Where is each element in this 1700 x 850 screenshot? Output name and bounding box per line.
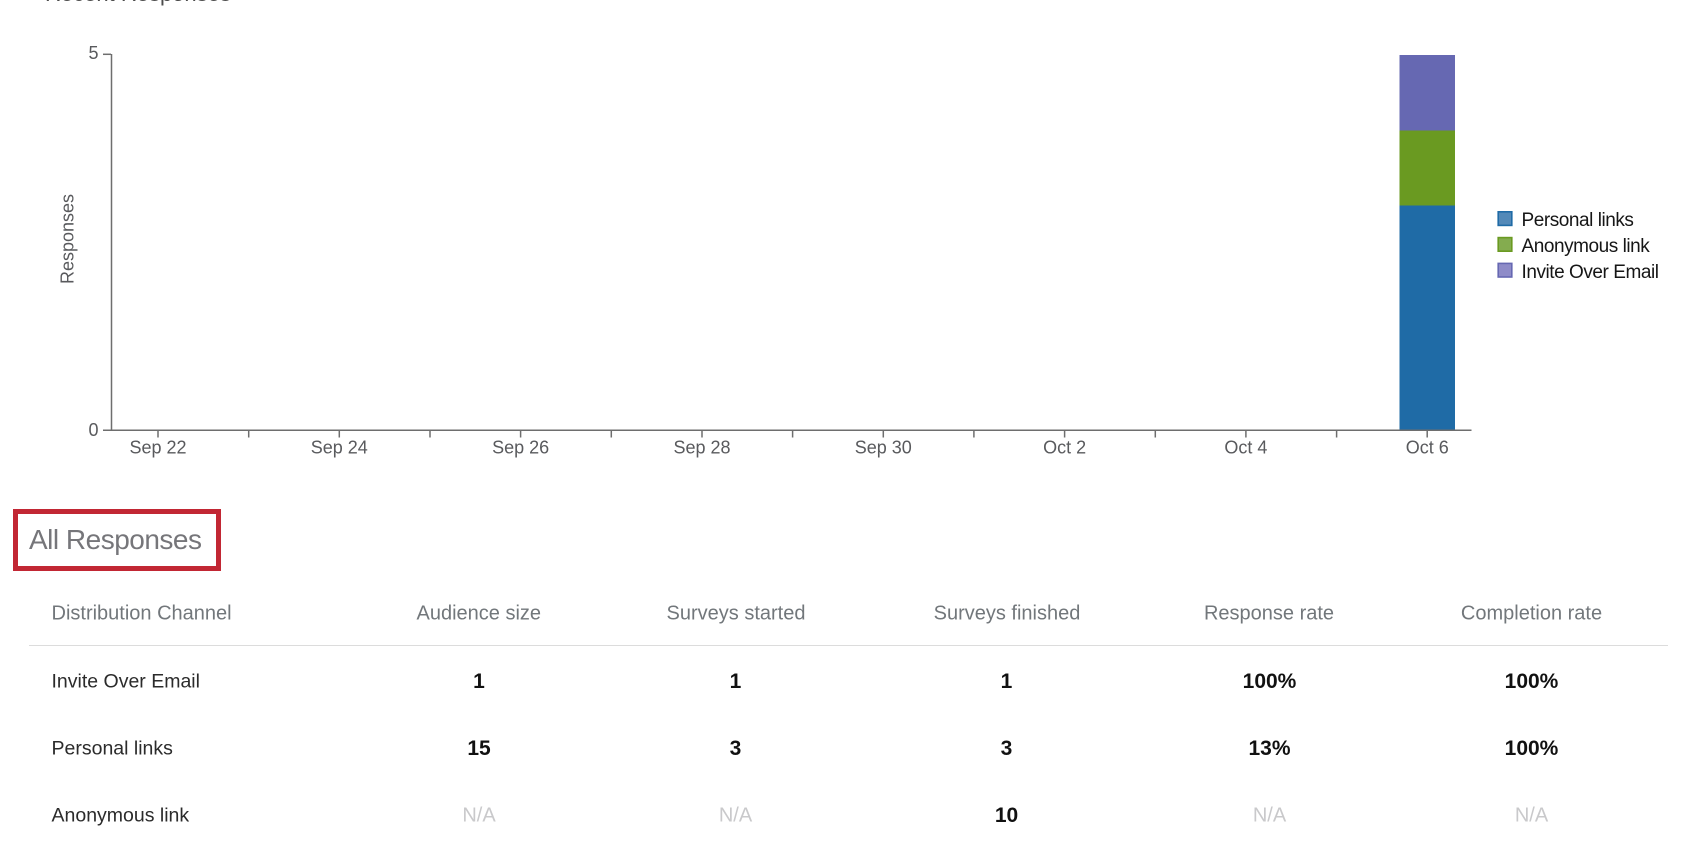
svg-text:Oct 6: Oct 6 (1406, 438, 1449, 458)
svg-text:Responses: Responses (58, 194, 78, 284)
svg-text:5: 5 (88, 43, 98, 63)
svg-text:Recent Responses: Recent Responses (45, 0, 231, 6)
svg-text:Invite Over Email: Invite Over Email (1522, 262, 1659, 283)
svg-text:Oct 4: Oct 4 (1224, 438, 1267, 458)
svg-text:Sep 30: Sep 30 (855, 438, 912, 458)
svg-text:Anonymous link: Anonymous link (1522, 236, 1651, 257)
svg-text:0: 0 (88, 420, 98, 440)
svg-text:Sep 26: Sep 26 (492, 438, 549, 458)
svg-text:Personal links: Personal links (1522, 210, 1634, 231)
svg-text:Oct 2: Oct 2 (1043, 438, 1086, 458)
svg-text:Sep 24: Sep 24 (311, 438, 368, 458)
svg-text:Sep 28: Sep 28 (673, 438, 730, 458)
svg-text:Sep 22: Sep 22 (129, 438, 186, 458)
